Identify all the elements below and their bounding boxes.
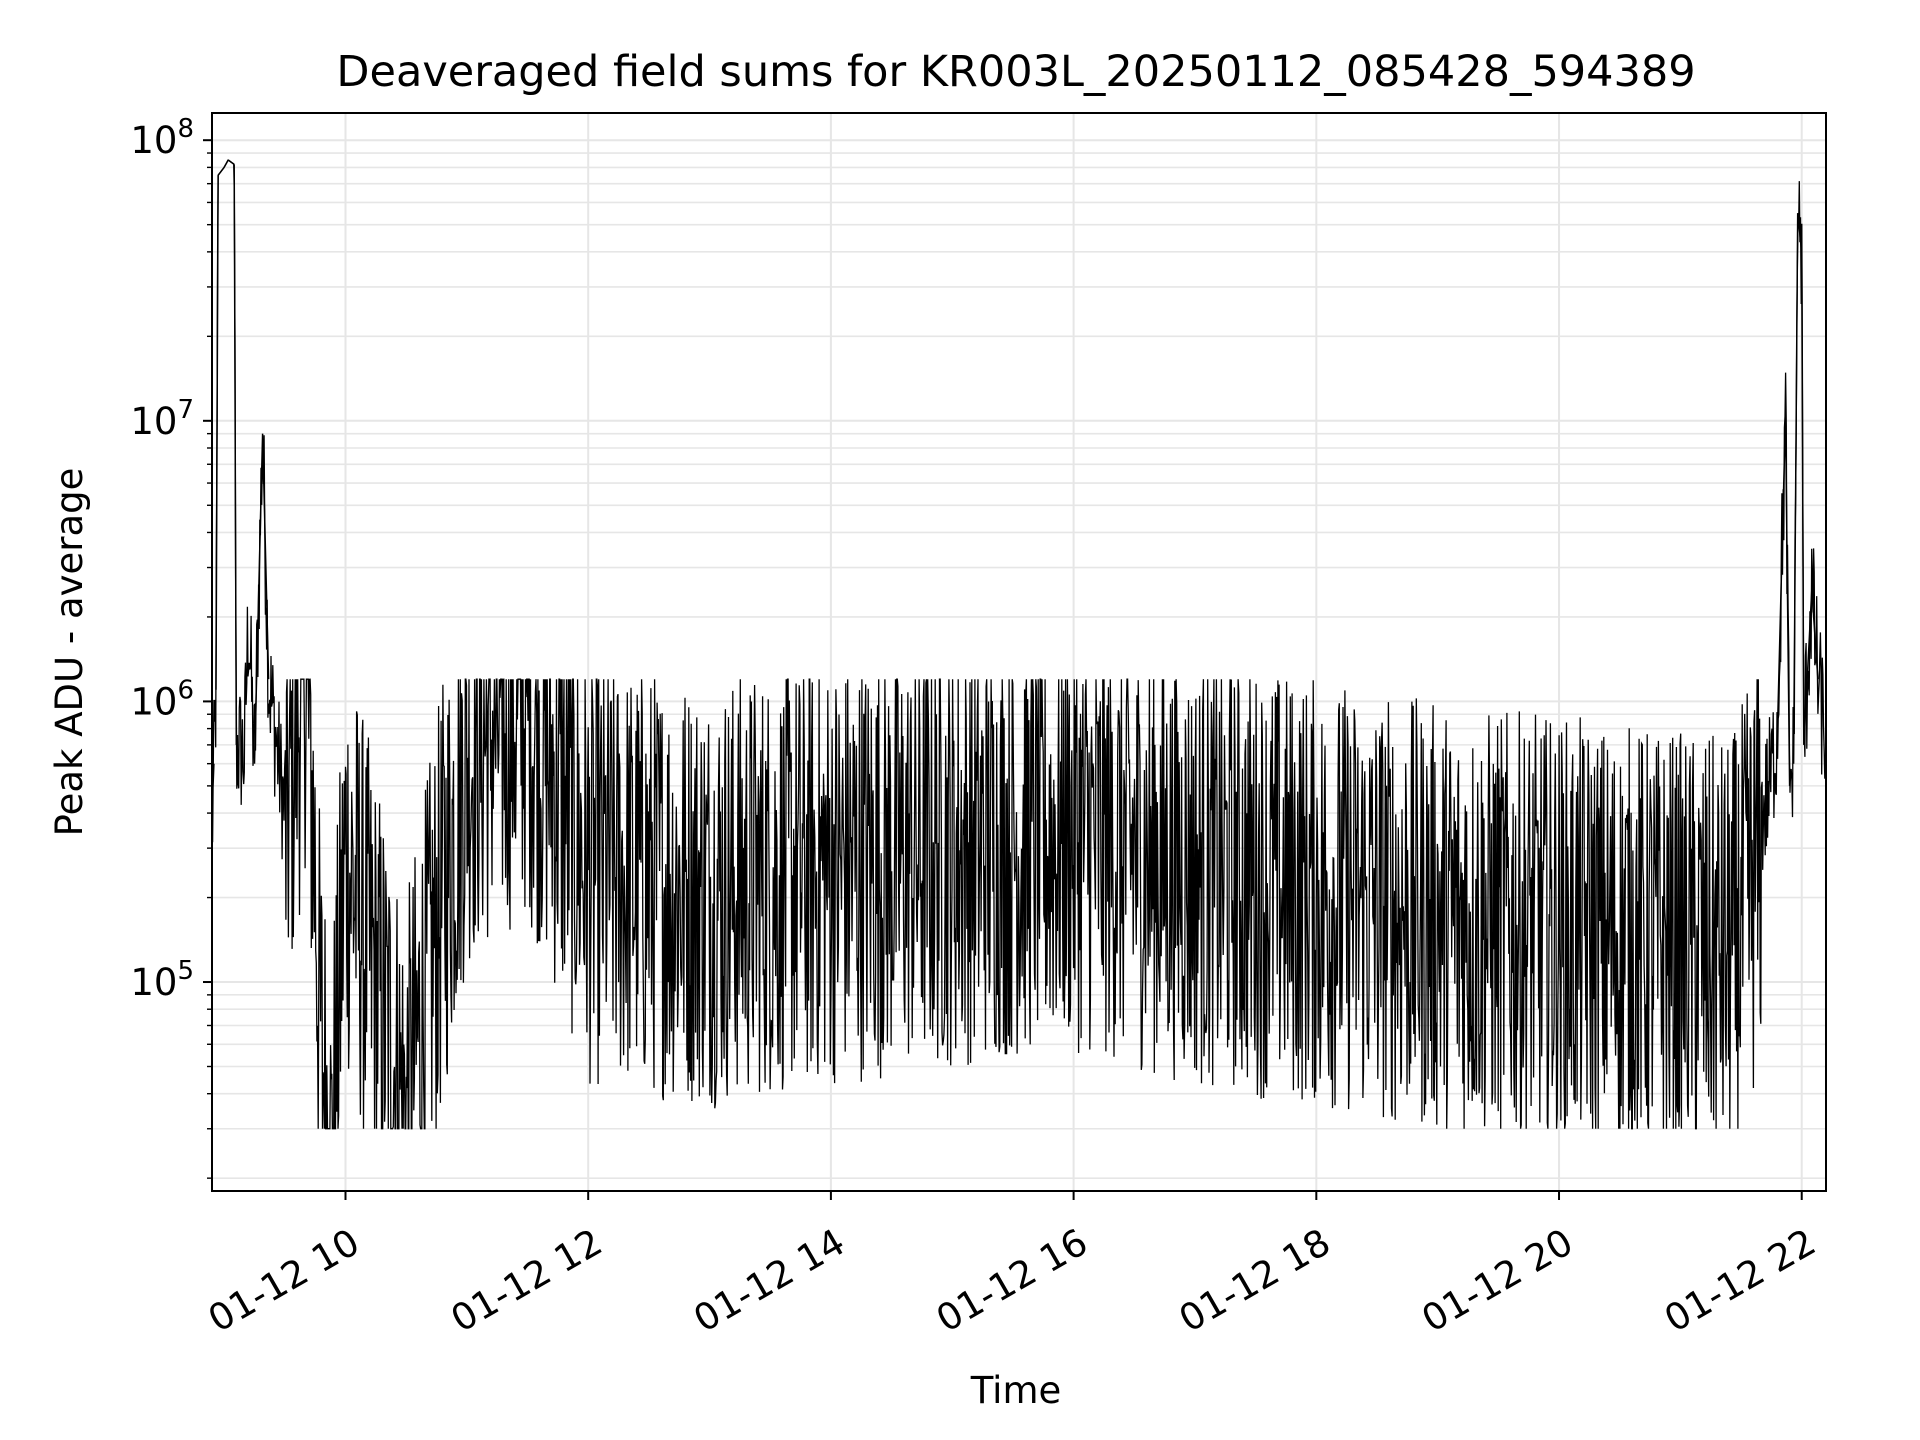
y-tick-label: 107 (130, 395, 194, 443)
grid (212, 113, 1826, 1191)
y-axis-ticks: 105 106 107 108 (130, 114, 212, 1179)
x-axis-label: Time (970, 1369, 1062, 1412)
y-tick-label: 108 (130, 114, 194, 162)
y-axis-label: Peak ADU - average (48, 468, 91, 837)
x-tick-label: 01-12 20 (1415, 1220, 1581, 1340)
x-tick-label: 01-12 18 (1172, 1220, 1338, 1340)
x-axis-ticks: 01-12 10 01-12 12 01-12 14 01-12 16 01-12 18… (201, 1191, 1823, 1341)
y-tick-label: 105 (130, 956, 194, 1004)
chart-title: Deaveraged field sums for KR003L_2025011… (336, 47, 1695, 97)
x-tick-label: 01-12 22 (1657, 1220, 1823, 1340)
x-tick-label: 01-12 14 (686, 1220, 852, 1340)
x-tick-label: 01-12 10 (201, 1220, 367, 1340)
plot-area-frame (211, 112, 1827, 1192)
data-series-line (211, 159, 1827, 1130)
data-series-spikes (215, 159, 1819, 786)
x-tick-label: 01-12 16 (929, 1220, 1095, 1340)
y-tick-label: 106 (130, 675, 194, 723)
x-tick-label: 01-12 12 (444, 1220, 610, 1340)
